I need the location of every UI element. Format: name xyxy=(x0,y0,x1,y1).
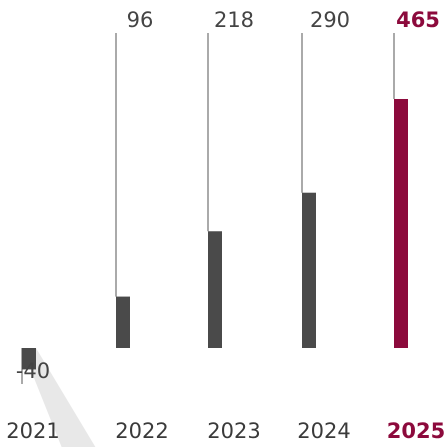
category-label: 2021 xyxy=(6,419,59,443)
bar-shadow xyxy=(22,348,96,447)
value-label: 290 xyxy=(310,8,350,32)
value-labels: -40 96 218 290 465 xyxy=(16,8,440,383)
bar-shadows xyxy=(22,348,96,447)
value-label: 465 xyxy=(396,8,440,32)
bar-2024 xyxy=(302,192,316,348)
value-label: 218 xyxy=(214,8,254,32)
category-label: 2022 xyxy=(115,419,168,443)
category-label: 2023 xyxy=(207,419,260,443)
category-labels: 2021 2022 2023 2024 2025 xyxy=(6,419,445,443)
value-label: 96 xyxy=(127,8,154,32)
value-label: -40 xyxy=(16,359,50,383)
leader-lines xyxy=(21,33,395,384)
bar-2022 xyxy=(116,296,130,348)
category-label: 2024 xyxy=(297,419,350,443)
bar-2023 xyxy=(208,231,222,348)
bar-2021 xyxy=(22,348,36,370)
category-label: 2025 xyxy=(387,419,445,443)
bars xyxy=(22,98,408,370)
bar-2025 xyxy=(394,98,408,349)
